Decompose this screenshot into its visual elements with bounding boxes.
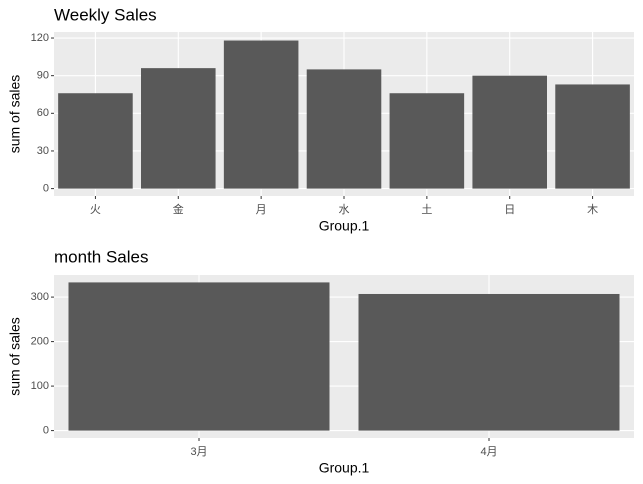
bar: [68, 282, 330, 431]
bar: [358, 293, 620, 431]
y-axis-title: sum of sales: [7, 75, 23, 154]
bar: [58, 93, 133, 189]
y-tick-label: 0: [43, 183, 49, 195]
y-tick-label: 90: [37, 70, 49, 82]
y-tick-label: 300: [31, 291, 49, 303]
bar: [223, 40, 299, 189]
x-tick-label: 火: [90, 204, 101, 216]
x-axis-title: Group.1: [319, 460, 370, 476]
y-tick-label: 100: [31, 380, 49, 392]
bar: [389, 93, 465, 189]
x-tick-label: 4月: [480, 446, 497, 458]
bar: [555, 84, 630, 189]
y-tick-label: 30: [37, 145, 49, 157]
x-tick-label: 金: [173, 202, 184, 216]
x-tick-label: 土: [421, 203, 432, 216]
bar: [472, 75, 547, 189]
y-tick-label: 200: [31, 335, 49, 347]
x-tick-label: 水: [339, 203, 350, 216]
x-tick-label: 木: [587, 203, 598, 216]
y-tick-label: 60: [37, 107, 49, 119]
y-tick-label: 0: [43, 424, 49, 436]
x-axis-title: Group.1: [319, 218, 370, 234]
bar: [141, 68, 216, 189]
y-axis-title: sum of sales: [7, 317, 23, 396]
x-tick-label: 3月: [190, 446, 207, 458]
x-tick-label: 日: [504, 204, 515, 216]
bar: [306, 69, 382, 189]
chart-title: Weekly Sales: [54, 5, 157, 24]
chart-title: month Sales: [54, 247, 149, 266]
y-tick-label: 120: [31, 32, 49, 44]
x-tick-label: 月: [256, 204, 267, 216]
